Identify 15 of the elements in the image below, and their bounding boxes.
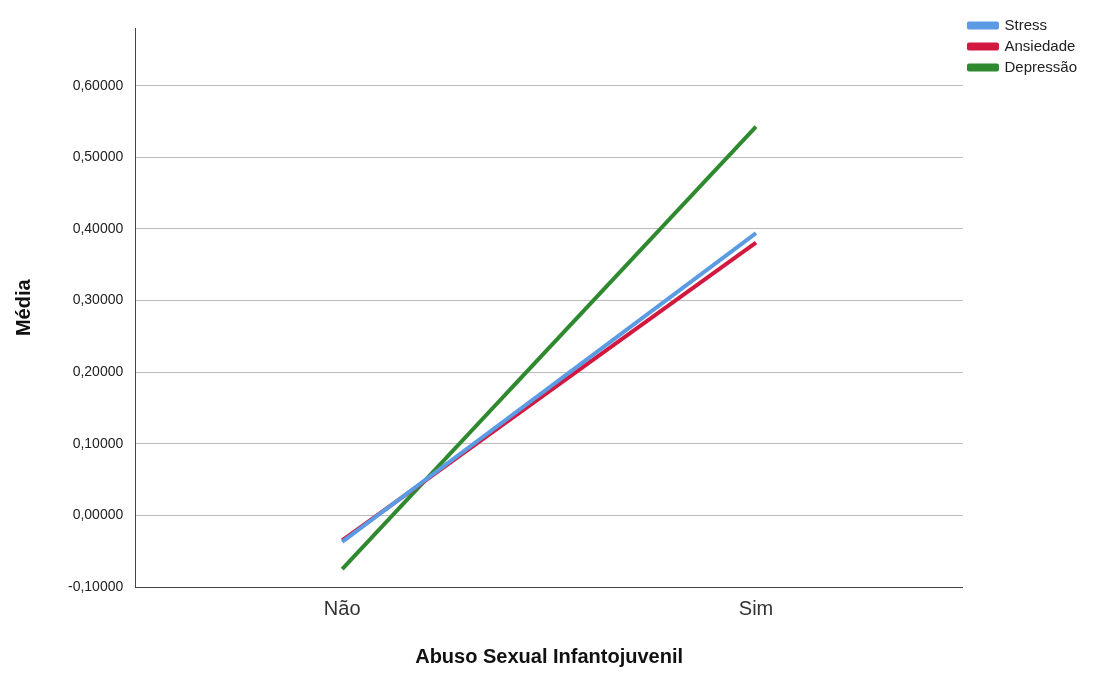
y-tick-label: 0,00000 (72, 506, 124, 523)
x-axis-title: Abuso Sexual Infantojuvenil (415, 644, 684, 667)
x-tick-label: Sim (738, 596, 774, 619)
y-tick-label: 0,30000 (72, 291, 124, 308)
y-tick-label: -0,10000 (67, 577, 124, 594)
legend-label: Ansiedade (1004, 36, 1076, 54)
y-tick-label: 0,20000 (72, 363, 124, 380)
y-tick-label: 0,50000 (72, 148, 124, 165)
legend-label: Depressão (1004, 57, 1078, 75)
x-tick-label: Não (323, 596, 361, 619)
y-axis-title: Média (11, 278, 34, 337)
y-tick-label: 0,40000 (72, 219, 124, 236)
legend-label: Stress (1004, 15, 1047, 33)
y-tick-label: 0,10000 (72, 434, 124, 451)
y-tick-label: 0,60000 (72, 76, 124, 93)
